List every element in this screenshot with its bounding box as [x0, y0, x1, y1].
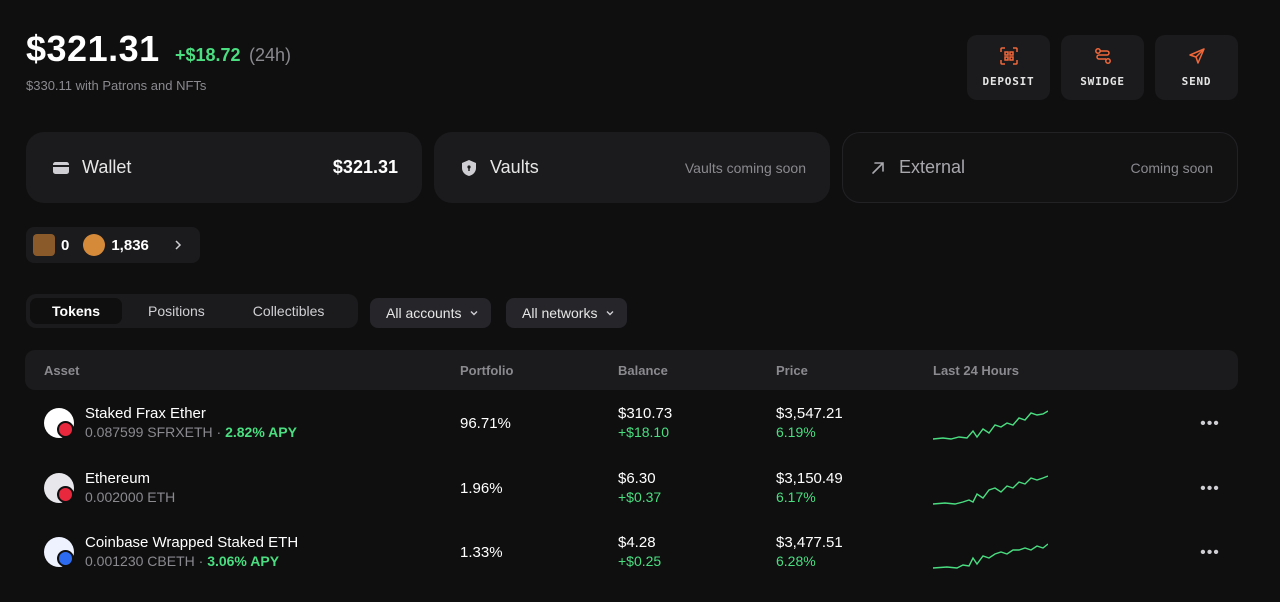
token-apy: 2.82% APY — [225, 424, 297, 440]
portfolio-subtitle: $330.11 with Patrons and NFTs — [26, 78, 207, 93]
deposit-label: DEPOSIT — [982, 75, 1035, 88]
row-more-button[interactable]: ••• — [1200, 415, 1220, 432]
tab-positions[interactable]: Positions — [147, 303, 205, 319]
network-badge-icon — [57, 486, 74, 503]
header-asset[interactable]: Asset — [44, 363, 80, 378]
external-card[interactable]: External Coming soon — [842, 132, 1238, 203]
portfolio-change: +$18.72 — [175, 45, 241, 65]
token-name: Coinbase Wrapped Staked ETH — [85, 534, 299, 551]
vaults-title: Vaults — [490, 157, 539, 177]
network-badge-icon — [57, 550, 74, 567]
token-balance: $310.73 — [618, 405, 673, 422]
header-price[interactable]: Price — [776, 363, 808, 378]
send-button[interactable]: SEND — [1155, 35, 1238, 100]
row-more-button[interactable]: ••• — [1200, 544, 1220, 561]
wallet-icon — [53, 161, 69, 174]
wallet-title: Wallet — [82, 157, 132, 177]
table-row[interactable]: Coinbase Wrapped Staked ETH 0.001230 CBE… — [25, 522, 1238, 586]
vaults-status: Vaults coming soon — [684, 159, 806, 176]
header-portfolio[interactable]: Portfolio — [460, 363, 514, 378]
token-price: $3,150.49 — [776, 470, 843, 487]
send-label: SEND — [1181, 75, 1212, 88]
portfolio-total: $321.31 — [26, 28, 160, 69]
nft-avatar-icon — [33, 234, 55, 256]
sparkline-chart — [933, 475, 1048, 505]
chevron-down-icon — [470, 311, 478, 316]
token-amount: 0.001230 CBETH — [85, 553, 195, 569]
token-price: $3,477.51 — [776, 534, 843, 551]
header-balance[interactable]: Balance — [618, 363, 668, 378]
networks-dropdown[interactable]: All networks — [506, 298, 628, 328]
asset-tabs: Tokens Positions Collectibles — [26, 294, 358, 328]
token-name: Staked Frax Ether — [85, 405, 206, 422]
header-last-24h[interactable]: Last 24 Hours — [933, 363, 1019, 378]
tab-collectibles[interactable]: Collectibles — [252, 303, 325, 319]
token-balance: $6.30 — [618, 470, 656, 487]
accounts-dropdown-label: All accounts — [386, 305, 462, 321]
swidge-button[interactable]: SWIDGE — [1061, 35, 1144, 100]
external-arrow-icon — [872, 161, 884, 174]
external-status: Coming soon — [1130, 159, 1214, 176]
token-portfolio-share: 1.96% — [460, 480, 503, 497]
swidge-label: SWIDGE — [1080, 75, 1125, 88]
change-period: (24h) — [249, 45, 292, 65]
sparkline-chart — [933, 410, 1048, 440]
networks-dropdown-label: All networks — [522, 305, 598, 321]
table-header: Asset Portfolio Balance Price Last 24 Ho… — [25, 350, 1238, 390]
token-amount: 0.002000 ETH — [85, 489, 176, 505]
token-price-change: 6.17% — [776, 489, 816, 505]
separator: · — [212, 424, 226, 440]
chevron-down-icon — [606, 311, 614, 316]
sparkline-chart — [933, 543, 1048, 569]
network-badge-icon — [57, 421, 74, 438]
token-price-change: 6.19% — [776, 424, 816, 440]
wallet-value: $321.31 — [332, 157, 398, 177]
separator: · — [194, 553, 208, 569]
points-count: 1,836 — [111, 236, 149, 254]
row-more-button[interactable]: ••• — [1200, 480, 1220, 497]
token-balance: $4.28 — [618, 534, 656, 551]
swap-route-icon — [1094, 48, 1111, 64]
wallet-card[interactable]: Wallet $321.31 — [26, 132, 422, 203]
accounts-dropdown[interactable]: All accounts — [370, 298, 492, 328]
vaults-card[interactable]: Vaults Vaults coming soon — [434, 132, 830, 203]
token-apy: 3.06% APY — [207, 553, 280, 569]
token-portfolio-share: 1.33% — [460, 544, 503, 561]
table-row[interactable]: Staked Frax Ether 0.087599 SFRXETH · 2.8… — [25, 393, 1238, 457]
token-name: Ethereum — [85, 470, 151, 487]
patron-points-pill[interactable]: 0 1,836 — [26, 227, 200, 263]
nft-count: 0 — [61, 236, 70, 254]
qr-scan-icon — [999, 47, 1018, 65]
points-coin-icon — [83, 234, 106, 256]
token-portfolio-share: 96.71% — [460, 415, 511, 432]
deposit-button[interactable]: DEPOSIT — [967, 35, 1050, 100]
token-balance-change: +$18.10 — [618, 424, 669, 440]
token-amount: 0.087599 SFRXETH — [85, 424, 213, 440]
table-row[interactable]: Ethereum 0.002000 ETH 1.96% $6.30 +$0.37… — [25, 458, 1238, 522]
external-title: External — [899, 157, 966, 177]
chevron-right-icon — [175, 240, 181, 250]
send-arrow-icon — [1188, 48, 1205, 64]
tab-tokens[interactable]: Tokens — [30, 298, 122, 324]
token-balance-change: +$0.37 — [618, 489, 662, 505]
token-balance-change: +$0.25 — [618, 553, 662, 569]
token-price-change: 6.28% — [776, 553, 816, 569]
token-price: $3,547.21 — [776, 405, 843, 422]
shield-icon — [462, 159, 476, 176]
